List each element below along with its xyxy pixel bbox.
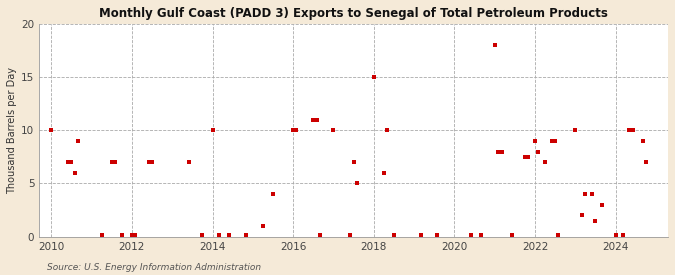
- Point: [580, 192, 591, 196]
- Point: [352, 181, 362, 186]
- Point: [379, 171, 389, 175]
- Point: [315, 232, 325, 237]
- Point: [369, 75, 379, 79]
- Point: [73, 139, 84, 143]
- Point: [590, 219, 601, 223]
- Point: [553, 232, 564, 237]
- Point: [63, 160, 74, 164]
- Point: [550, 139, 561, 143]
- Point: [381, 128, 392, 133]
- Point: [144, 160, 155, 164]
- Point: [46, 128, 57, 133]
- Point: [597, 203, 608, 207]
- Point: [493, 149, 504, 154]
- Point: [130, 232, 140, 237]
- Point: [627, 128, 638, 133]
- Point: [207, 128, 218, 133]
- Point: [117, 232, 128, 237]
- Y-axis label: Thousand Barrels per Day: Thousand Barrels per Day: [7, 67, 17, 194]
- Point: [577, 213, 588, 218]
- Point: [617, 232, 628, 237]
- Point: [197, 232, 208, 237]
- Point: [107, 160, 117, 164]
- Point: [506, 232, 517, 237]
- Point: [432, 232, 443, 237]
- Point: [146, 160, 157, 164]
- Point: [258, 224, 269, 228]
- Point: [291, 128, 302, 133]
- Point: [416, 232, 427, 237]
- Point: [624, 128, 634, 133]
- Point: [587, 192, 597, 196]
- Point: [240, 232, 251, 237]
- Point: [570, 128, 580, 133]
- Point: [530, 139, 541, 143]
- Point: [466, 232, 477, 237]
- Point: [345, 232, 356, 237]
- Point: [97, 232, 107, 237]
- Point: [547, 139, 558, 143]
- Point: [311, 117, 322, 122]
- Point: [184, 160, 194, 164]
- Point: [522, 155, 533, 159]
- Point: [610, 232, 621, 237]
- Point: [489, 43, 500, 47]
- Point: [637, 139, 648, 143]
- Point: [533, 149, 543, 154]
- Point: [328, 128, 339, 133]
- Point: [496, 149, 507, 154]
- Point: [288, 128, 298, 133]
- Point: [389, 232, 400, 237]
- Point: [308, 117, 319, 122]
- Point: [214, 232, 225, 237]
- Point: [109, 160, 120, 164]
- Point: [66, 160, 77, 164]
- Point: [348, 160, 359, 164]
- Point: [126, 232, 137, 237]
- Point: [224, 232, 235, 237]
- Title: Monthly Gulf Coast (PADD 3) Exports to Senegal of Total Petroleum Products: Monthly Gulf Coast (PADD 3) Exports to S…: [99, 7, 608, 20]
- Point: [520, 155, 531, 159]
- Point: [70, 171, 80, 175]
- Point: [540, 160, 551, 164]
- Point: [267, 192, 278, 196]
- Text: Source: U.S. Energy Information Administration: Source: U.S. Energy Information Administ…: [47, 263, 261, 272]
- Point: [641, 160, 651, 164]
- Point: [476, 232, 487, 237]
